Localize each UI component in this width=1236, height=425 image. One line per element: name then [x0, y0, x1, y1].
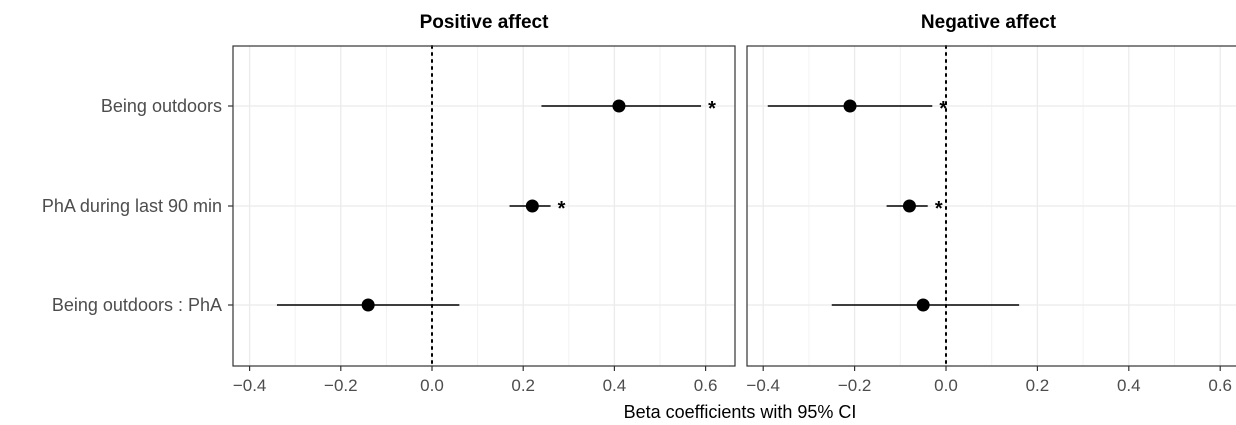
estimate-point: [902, 199, 916, 213]
x-axis-title: Beta coefficients with 95% CI: [624, 402, 857, 422]
facet-title-negative: Negative affect: [921, 12, 1057, 33]
x-tick-label: −0.2: [324, 376, 358, 395]
x-tick-label: −0.4: [746, 376, 780, 395]
estimate-point: [612, 99, 626, 113]
x-tick-label: 0.0: [420, 376, 444, 395]
category-label: PhA during last 90 min: [42, 196, 222, 216]
panel-border: [746, 45, 1236, 367]
estimate-point: [525, 199, 539, 213]
significance-marker: *: [558, 198, 566, 220]
x-tick-label: 0.4: [603, 376, 627, 395]
x-tick-label: −0.2: [838, 376, 872, 395]
x-tick-label: 0.2: [511, 376, 535, 395]
estimate-point: [361, 298, 375, 312]
significance-marker: *: [935, 198, 943, 220]
category-label: Being outdoors: [101, 96, 222, 116]
category-label: Being outdoors : PhA: [52, 295, 222, 315]
x-tick-label: 0.0: [934, 376, 958, 395]
significance-marker: *: [708, 98, 716, 120]
estimate-point: [843, 99, 857, 113]
x-tick-label: 0.2: [1026, 376, 1050, 395]
estimate-point: [916, 298, 930, 312]
x-tick-label: −0.4: [233, 376, 267, 395]
significance-marker: *: [939, 98, 947, 120]
x-tick-label: 0.4: [1117, 376, 1141, 395]
x-tick-label: 0.6: [1208, 376, 1232, 395]
facet-title-positive: Positive affect: [420, 12, 549, 33]
x-tick-label: 0.6: [694, 376, 718, 395]
